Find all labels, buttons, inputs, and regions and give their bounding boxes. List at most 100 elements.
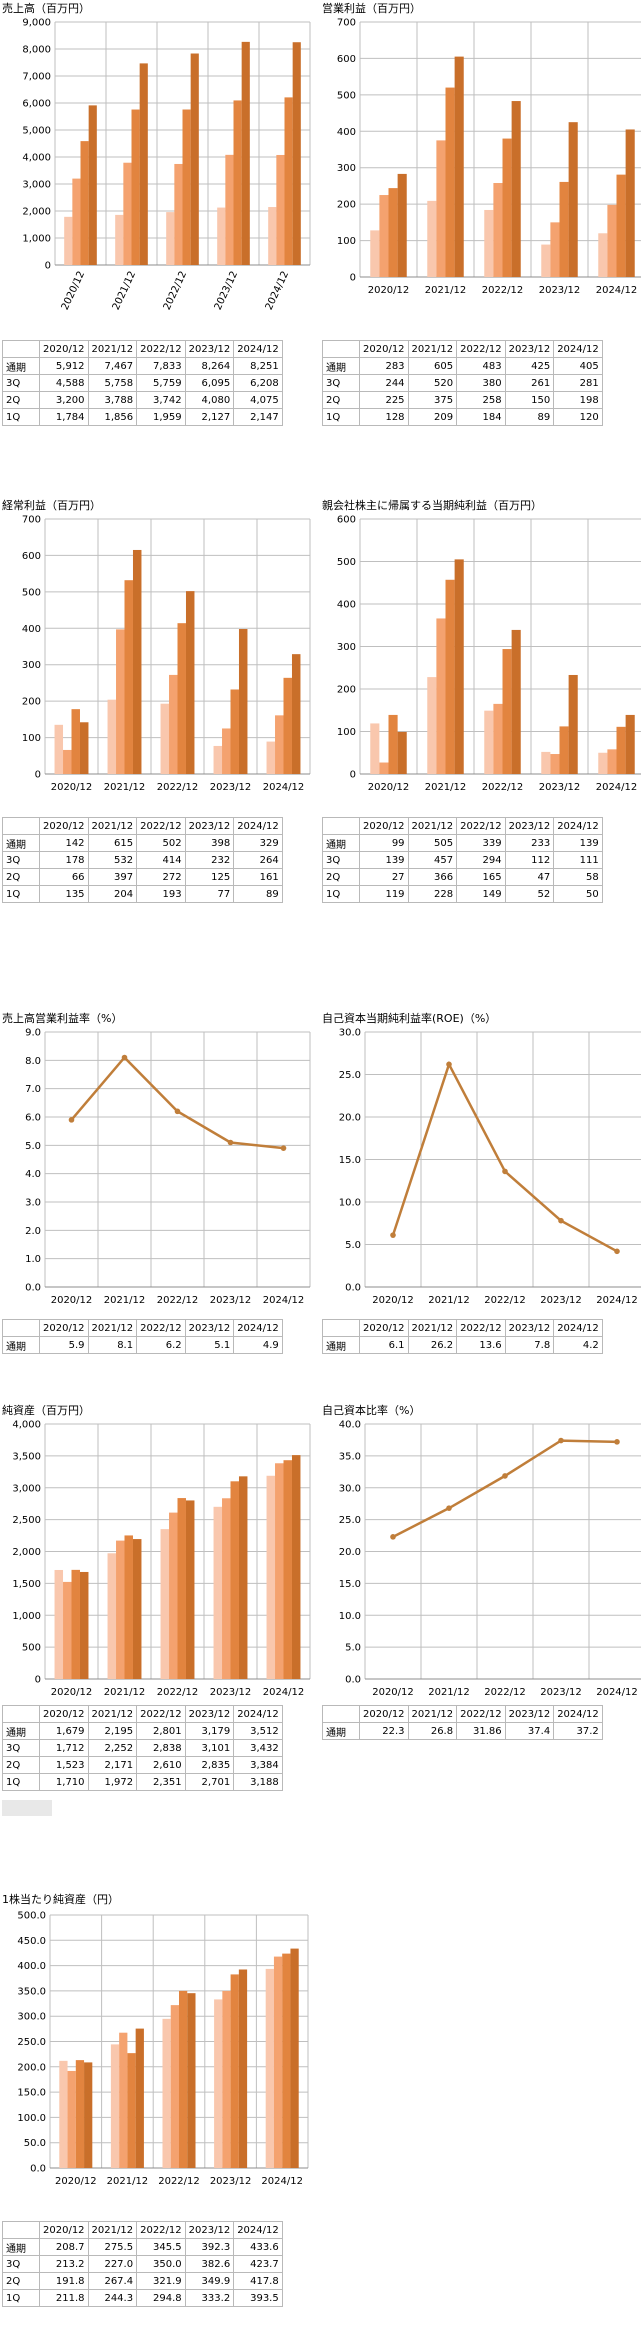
table-corner xyxy=(322,1319,360,1337)
y-tick-label: 2,500 xyxy=(12,1515,41,1526)
table-cell: 457 xyxy=(407,851,458,869)
column-header: 2020/12 xyxy=(39,1705,89,1723)
column-header: 2022/12 xyxy=(136,817,186,835)
bar-3Q-2022/12 xyxy=(502,138,512,277)
chart-bps: 0.0 50.0 100.0 150.0 200.0 250.0 300.0 350.0 400… xyxy=(17,1911,309,2187)
bar-2Q-2022/12 xyxy=(170,2005,179,2168)
y-tick-label: 500 xyxy=(22,587,41,598)
table-cell: 275.5 xyxy=(87,2238,138,2256)
bar-通期-2024/12 xyxy=(291,1455,301,1679)
table-header-row: 2020/12 2021/12 2022/12 2023/12 2024/12 xyxy=(2,340,283,358)
bar-2Q-2021/12 xyxy=(116,1540,125,1679)
bar-通期-2022/12 xyxy=(511,629,521,774)
table-cell: 193 xyxy=(136,885,186,903)
bar-3Q-2024/12 xyxy=(616,726,626,774)
column-header: 2024/12 xyxy=(553,1705,603,1723)
x-tick-label: 2021/12 xyxy=(425,782,467,793)
bar-3Q-2022/12 xyxy=(177,623,186,774)
table-row: 3Q 1,712 2,252 2,838 3,101 3,432 xyxy=(2,1739,283,1757)
panel-ratio: 自己資本比率（%） 0.0 5.0 10.0 15.0 20.0 25.0 30.0 35.0 4… xyxy=(320,1402,641,1743)
table-cell: 3,788 xyxy=(87,391,138,409)
bar-2Q-2024/12 xyxy=(276,154,285,265)
y-tick-label: 1,000 xyxy=(22,234,51,245)
table-cell: 7.8 xyxy=(504,1336,555,1354)
table-cell: 3,101 xyxy=(184,1739,235,1757)
bar-2Q-2020/12 xyxy=(379,762,389,774)
column-header: 2023/12 xyxy=(184,817,235,835)
table-cell: 5,758 xyxy=(87,374,138,392)
y-tick-label: 400 xyxy=(337,127,356,138)
table-cell: 261 xyxy=(504,374,555,392)
bar-1Q-2021/12 xyxy=(110,2044,120,2168)
x-tick-label: 2024/12 xyxy=(263,1295,305,1306)
table-cell: 225 xyxy=(359,391,409,409)
chart-title: 経常利益（百万円） xyxy=(2,499,101,512)
table-cell: 2,195 xyxy=(87,1722,138,1740)
table-cell: 178 xyxy=(39,851,89,869)
bar-3Q-2020/12 xyxy=(71,709,80,774)
table-cell: 213.2 xyxy=(39,2255,89,2273)
point-2024/12 xyxy=(280,1145,287,1151)
bar-2Q-2024/12 xyxy=(607,204,617,277)
point-2020/12 xyxy=(390,1534,396,1540)
table-row: 2Q 191.8 267.4 321.9 349.9 417.8 xyxy=(2,2272,283,2290)
row-label: 3Q xyxy=(2,374,40,392)
bar-2Q-2024/12 xyxy=(275,1463,284,1679)
y-tick-label: 4,000 xyxy=(12,1420,41,1431)
bar-2Q-2021/12 xyxy=(119,2032,128,2168)
table-row: 3Q 178 532 414 232 264 xyxy=(2,851,283,869)
row-label: 3Q xyxy=(2,1739,40,1757)
table-row: 3Q 4,588 5,758 5,759 6,095 6,208 xyxy=(2,374,283,392)
table-cell: 184 xyxy=(456,408,506,426)
bar-通期-2020/12 xyxy=(79,722,89,774)
bar-1Q-2023/12 xyxy=(213,745,223,774)
y-tick-label: 600 xyxy=(337,54,356,65)
y-tick-label: 400 xyxy=(22,624,41,635)
column-header: 2020/12 xyxy=(39,340,89,358)
y-tick-label: 6.0 xyxy=(25,1113,41,1124)
table-cell: 1,523 xyxy=(39,1756,89,1774)
table-cell: 7,833 xyxy=(136,357,186,375)
column-header: 2024/12 xyxy=(553,1319,603,1337)
point-2020/12 xyxy=(390,1232,396,1238)
table-cell: 264 xyxy=(233,851,283,869)
column-header: 2022/12 xyxy=(456,1319,506,1337)
table-row: 2Q 27 366 165 47 58 xyxy=(322,868,603,886)
point-2024/12 xyxy=(614,1248,620,1255)
bar-2Q-2023/12 xyxy=(225,154,234,265)
table-cell: 532 xyxy=(87,851,138,869)
y-tick-label: 100 xyxy=(337,727,356,738)
table-cell: 5,912 xyxy=(39,357,89,375)
column-header: 2022/12 xyxy=(456,340,506,358)
table-cell: 258 xyxy=(456,391,506,409)
y-tick-label: 0.0 xyxy=(25,1283,41,1294)
y-tick-label: 8,000 xyxy=(22,45,51,56)
y-tick-label: 10.0 xyxy=(339,1198,361,1209)
table-cell: 398 xyxy=(184,834,235,852)
table-cell: 50 xyxy=(553,885,603,903)
x-tick-label: 2024/12 xyxy=(264,270,292,312)
column-header: 2023/12 xyxy=(184,1705,235,1723)
bar-1Q-2021/12 xyxy=(107,699,117,774)
table-cell: 89 xyxy=(233,885,283,903)
y-tick-label: 600 xyxy=(22,551,41,562)
y-tick-label: 2,000 xyxy=(22,207,51,218)
table-header-row: 2020/12 2021/12 2022/12 2023/12 2024/12 xyxy=(2,2221,283,2239)
point-2023/12 xyxy=(558,1437,564,1444)
row-label: 通期 xyxy=(322,1336,360,1354)
x-tick-label: 2023/12 xyxy=(540,1295,582,1306)
chart-title: 自己資本当期純利益率(ROE)（%） xyxy=(322,1012,497,1025)
bar-2Q-2022/12 xyxy=(169,674,178,774)
bar-通期-2022/12 xyxy=(187,1993,196,2168)
x-tick-label: 2024/12 xyxy=(596,1687,638,1698)
column-header: 2023/12 xyxy=(504,340,555,358)
bar-1Q-2020/12 xyxy=(64,216,73,265)
chart-title: 親会社株主に帰属する当期純利益（百万円） xyxy=(322,499,542,512)
table-cell: 3,179 xyxy=(184,1722,235,1740)
bar-1Q-2022/12 xyxy=(484,710,494,774)
row-label: 通期 xyxy=(2,1336,40,1354)
bar-3Q-2023/12 xyxy=(233,100,242,265)
chart-title: 自己資本比率（%） xyxy=(322,1404,421,1417)
x-tick-label: 2021/12 xyxy=(104,1687,146,1698)
y-tick-label: 600 xyxy=(337,515,356,526)
